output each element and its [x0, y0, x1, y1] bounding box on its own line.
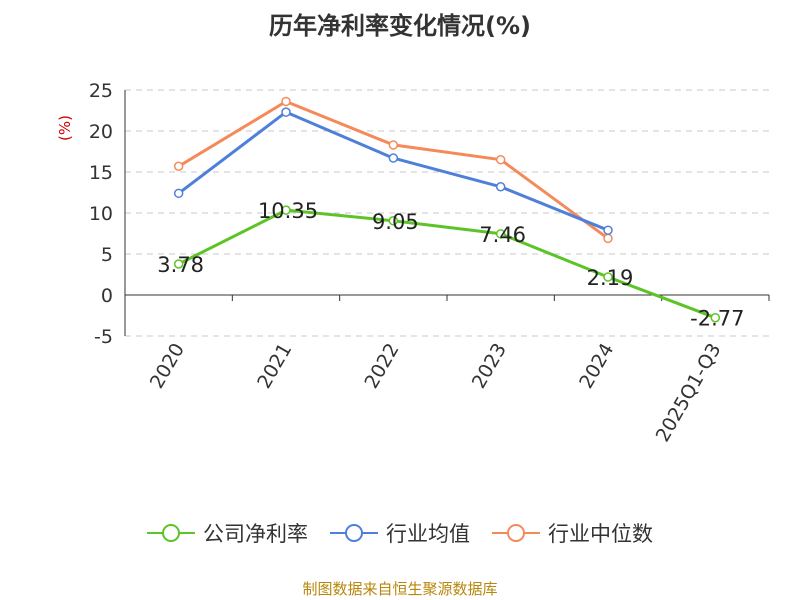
data-label: 3.78: [157, 253, 204, 277]
series-point-1: [281, 107, 291, 117]
legend-item-industry-median[interactable]: 行业中位数: [492, 518, 653, 548]
legend-swatch-industry-mean: [330, 524, 378, 542]
legend-item-company[interactable]: 公司净利率: [147, 518, 308, 548]
series-point-0: [173, 259, 184, 269]
x-tick-label: 2022: [360, 340, 403, 393]
y-tick-label: 20: [89, 121, 113, 143]
x-tick-label: 2023: [468, 339, 511, 392]
legend: 公司净利率 行业均值 行业中位数: [0, 518, 800, 548]
series-point-1: [388, 153, 399, 163]
data-label: 9.05: [372, 210, 419, 234]
legend-swatch-company: [147, 524, 195, 542]
series-point-0: [388, 216, 399, 226]
y-axis-unit: (%): [56, 115, 74, 141]
y-tick-label: 25: [89, 80, 113, 102]
legend-label-company: 公司净利率: [203, 522, 308, 546]
series-layer: [173, 96, 721, 323]
y-tick-label: -5: [94, 326, 113, 348]
legend-label-industry-mean: 行业均值: [386, 522, 470, 546]
x-tick-label: 2025Q1-Q3: [652, 340, 726, 446]
series-point-2: [495, 154, 506, 165]
x-tick-label: 2020: [146, 340, 189, 393]
chart-title: 历年净利率变化情况(%): [269, 12, 531, 40]
series-point-0: [281, 205, 291, 215]
data-label: -2.77: [690, 307, 744, 331]
data-label: 10.35: [258, 199, 318, 223]
y-tick-label: 0: [101, 285, 113, 307]
y-tick-label: 15: [89, 162, 113, 184]
series-point-2: [388, 140, 399, 150]
x-tick-label: 2024: [575, 340, 618, 393]
series-point-1: [495, 182, 506, 192]
data-label: 7.46: [479, 223, 526, 247]
x-tick-label: 2021: [253, 340, 296, 393]
source-note: 制图数据来自恒生聚源数据库: [302, 580, 498, 598]
series-point-1: [603, 225, 613, 235]
series-point-2: [281, 96, 291, 107]
legend-item-industry-mean[interactable]: 行业均值: [330, 518, 470, 548]
series-point-1: [173, 188, 184, 199]
series-point-0: [603, 272, 613, 282]
y-tick-label: 10: [89, 203, 113, 225]
y-tick-label: 5: [101, 244, 113, 266]
legend-swatch-industry-median: [492, 524, 540, 542]
data-label-layer: 3.78 10.35 9.05 7.46 2.19 -2.77: [157, 199, 744, 331]
data-label: 2.19: [587, 266, 634, 290]
series-point-0: [710, 312, 721, 323]
series-line-0: [178, 208, 716, 320]
legend-label-industry-median: 行业中位数: [548, 522, 653, 546]
series-point-0: [495, 229, 506, 239]
series-point-2: [603, 233, 613, 244]
series-point-2: [173, 161, 184, 172]
